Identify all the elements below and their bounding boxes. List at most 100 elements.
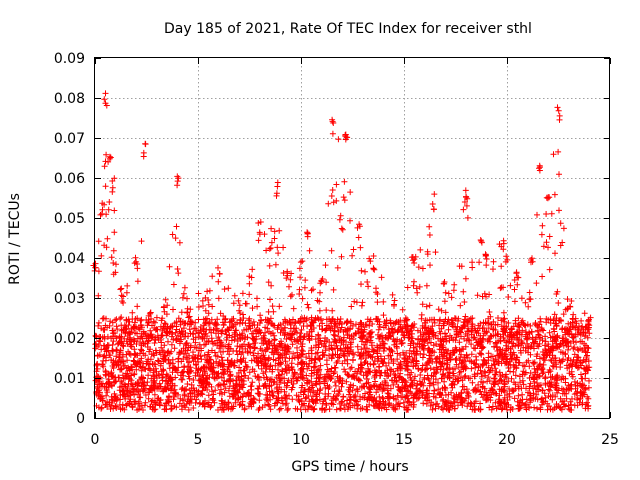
data-point (500, 331, 507, 338)
data-point (290, 305, 297, 312)
data-point (168, 341, 175, 348)
data-point (477, 350, 484, 357)
data-point (514, 329, 521, 336)
data-point (566, 406, 572, 412)
data-point (341, 357, 348, 364)
y-tick-label: 0.04 (54, 251, 85, 267)
data-point (144, 340, 151, 347)
data-point (252, 327, 259, 334)
data-point (183, 350, 189, 357)
data-point (374, 316, 380, 322)
data-point (526, 383, 533, 390)
data-point (308, 384, 315, 391)
data-point (508, 355, 515, 362)
data-point (359, 365, 366, 372)
data-point (525, 357, 532, 364)
data-point (522, 347, 529, 354)
data-point (160, 388, 166, 395)
data-point (379, 360, 386, 367)
data-point-peak (529, 258, 536, 265)
data-point (196, 373, 203, 380)
data-point (337, 405, 343, 412)
data-point (336, 353, 343, 359)
data-point (397, 386, 404, 393)
data-point (363, 345, 370, 352)
data-point (573, 359, 580, 366)
data-point (334, 324, 341, 331)
data-point (527, 380, 534, 387)
data-point (110, 357, 117, 364)
data-point (316, 298, 323, 305)
data-point (534, 405, 540, 412)
data-point (119, 391, 126, 398)
data-point (493, 390, 500, 397)
data-point-peak (99, 200, 106, 207)
data-point (415, 366, 422, 372)
data-point (291, 371, 298, 378)
data-point (543, 349, 550, 356)
data-point (195, 304, 202, 310)
data-point (128, 343, 135, 350)
data-point (542, 333, 549, 340)
data-point (252, 373, 259, 380)
data-point-peak (587, 314, 594, 321)
data-point (323, 316, 330, 323)
data-point-peak (107, 154, 114, 161)
data-point (286, 392, 292, 399)
data-point (528, 343, 535, 350)
data-point (486, 309, 493, 315)
data-point (534, 343, 541, 349)
data-point (557, 395, 564, 402)
data-point (530, 385, 536, 392)
data-point (535, 363, 542, 370)
data-point (418, 315, 425, 322)
data-point (555, 317, 562, 324)
data-point (138, 238, 145, 245)
data-point (527, 399, 534, 406)
data-point-peak (330, 120, 337, 126)
data-point (195, 290, 202, 297)
data-point (178, 336, 185, 343)
data-point (337, 316, 344, 322)
data-point (150, 367, 157, 374)
data-point (259, 404, 266, 411)
data-point (254, 295, 260, 302)
data-point (265, 279, 272, 286)
data-point (126, 367, 133, 374)
data-point (195, 316, 202, 323)
data-point (488, 406, 495, 413)
data-point (316, 307, 323, 314)
data-point (243, 300, 250, 307)
data-point (384, 387, 391, 394)
data-point (537, 361, 544, 367)
data-point (206, 287, 213, 294)
data-point (296, 286, 303, 293)
data-point (98, 346, 105, 353)
data-point (340, 352, 347, 359)
data-point-peak (304, 230, 311, 237)
data-point (346, 391, 352, 398)
data-point (380, 298, 387, 305)
data-point (397, 387, 403, 394)
data-point (419, 265, 426, 272)
data-point (306, 247, 313, 254)
data-point (266, 262, 273, 269)
data-point (182, 341, 189, 348)
data-point (186, 366, 193, 373)
data-point (446, 375, 453, 382)
data-point (122, 381, 128, 388)
x-tick-label: 25 (601, 432, 619, 448)
data-point (526, 296, 533, 303)
data-point (108, 335, 115, 342)
data-point (101, 335, 108, 342)
data-point (131, 371, 138, 378)
data-point (329, 316, 336, 323)
data-point (206, 353, 213, 360)
data-point-peak (101, 96, 108, 103)
data-point (240, 378, 247, 384)
data-point (208, 402, 215, 409)
data-point (526, 363, 533, 370)
data-point (541, 390, 548, 397)
data-point (569, 373, 576, 380)
data-point (347, 404, 354, 411)
